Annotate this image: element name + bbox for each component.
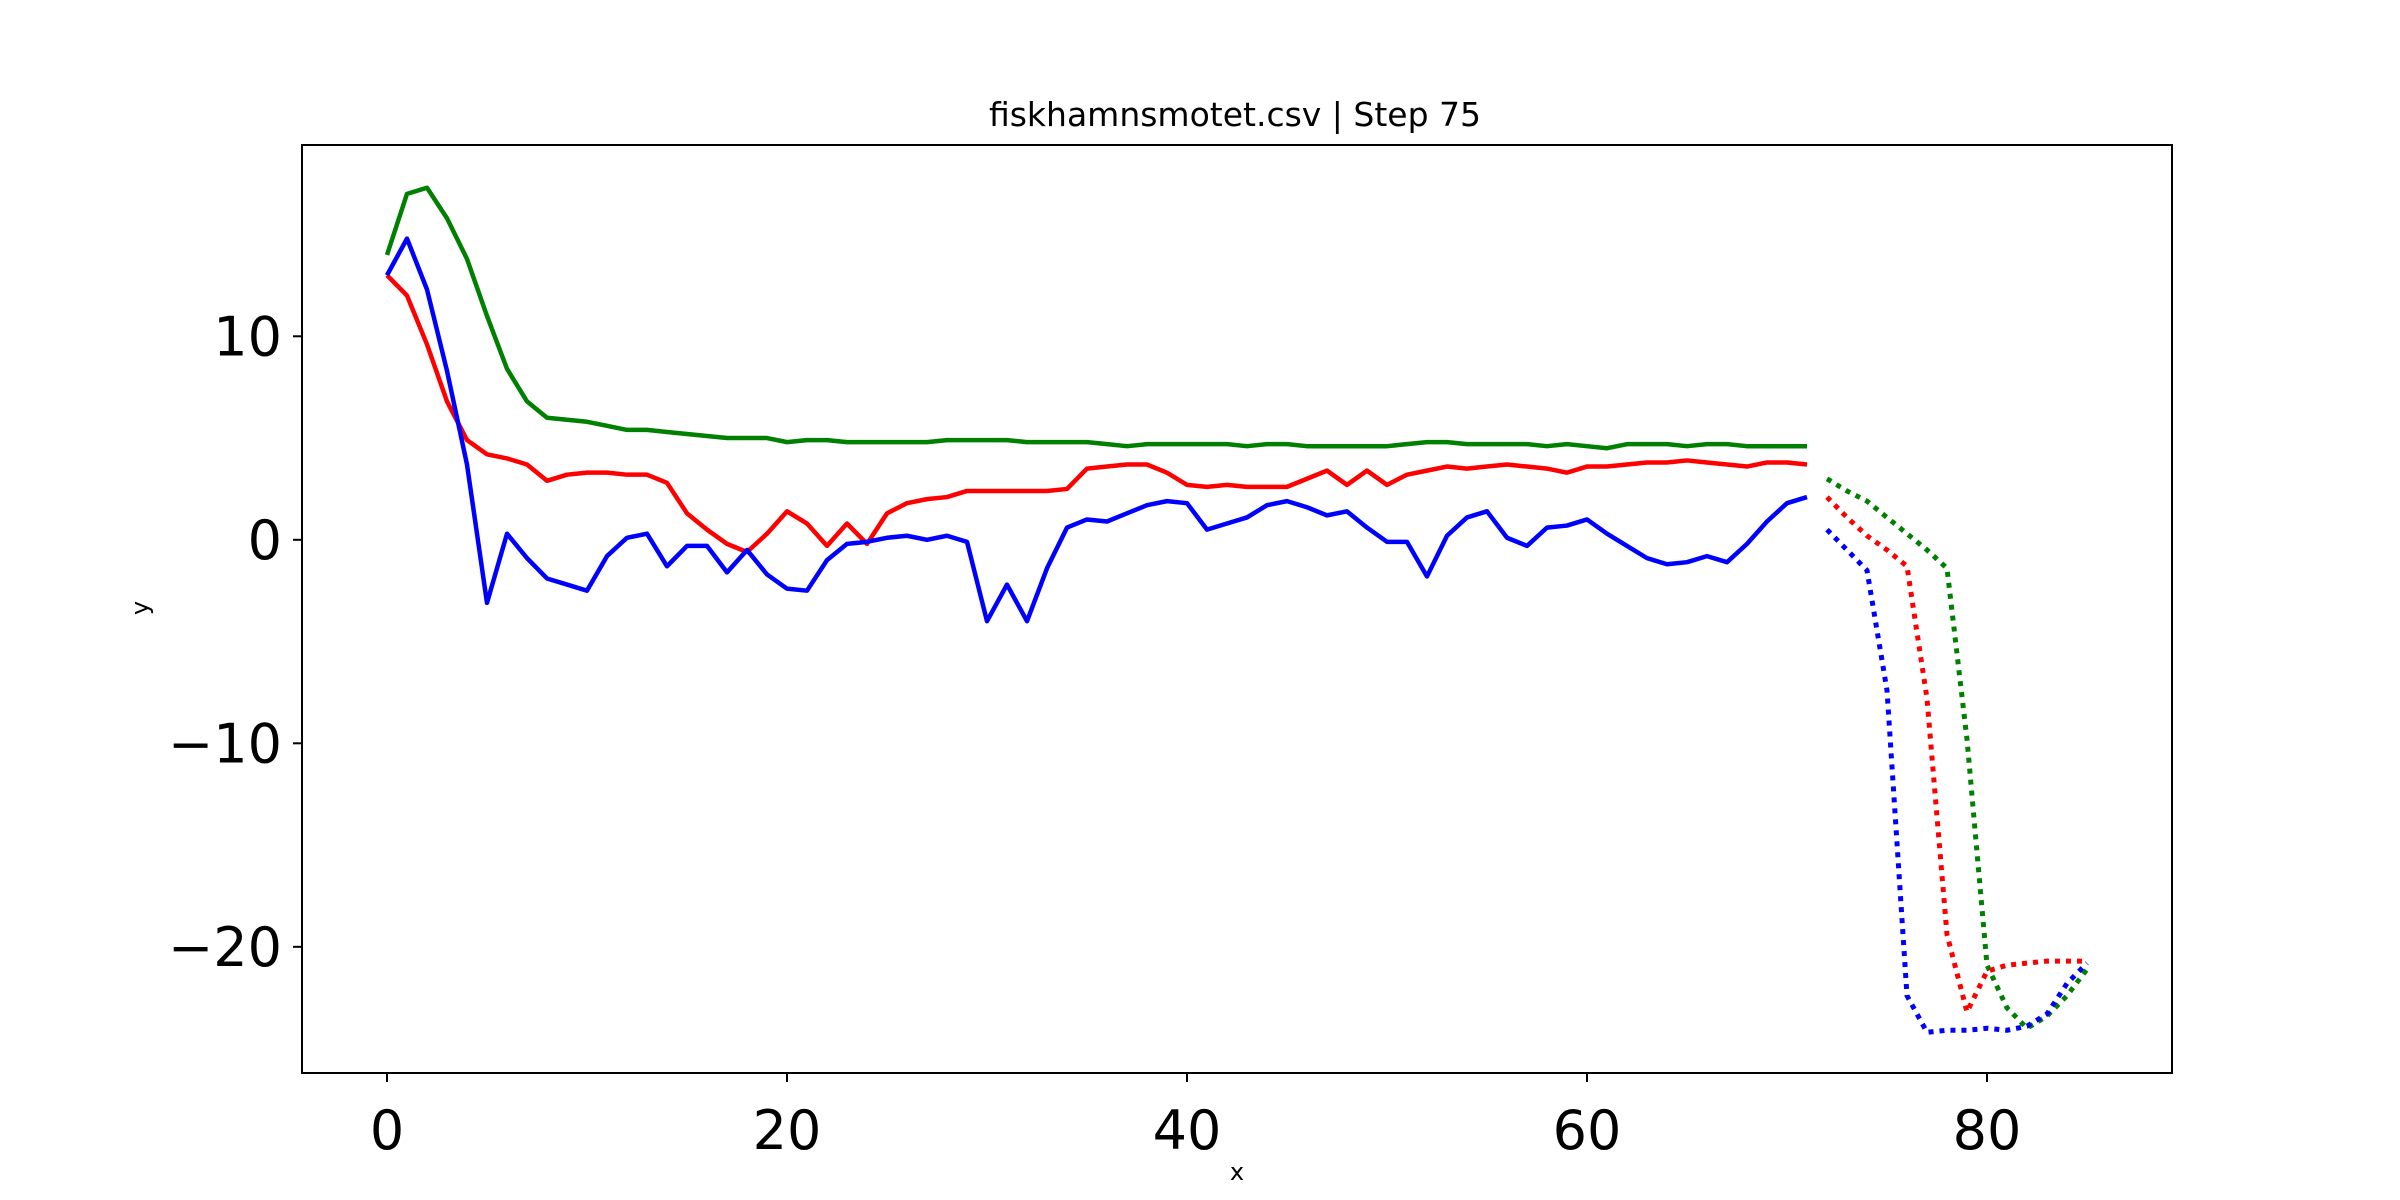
- series-layer: [384, 185, 2089, 1035]
- forecast-series-line-5: [1825, 527, 2089, 1035]
- y-tick-label: 0: [248, 509, 282, 572]
- x-tick-label: 0: [370, 1099, 404, 1162]
- y-axis-label: y: [126, 601, 154, 615]
- x-axis-label: x: [1230, 1158, 1244, 1186]
- x-tick-label: 40: [1153, 1099, 1222, 1162]
- series-line-0: [384, 185, 1807, 451]
- x-tick-label: 20: [753, 1099, 822, 1162]
- series-line-2: [385, 236, 1808, 624]
- y-axis: 10 0 −10 −20: [168, 305, 302, 979]
- x-axis: 0 20 40 60 80: [370, 1073, 2022, 1162]
- y-tick-label: 10: [213, 305, 282, 368]
- x-tick-label: 80: [1953, 1099, 2022, 1162]
- chart-title: fiskhamnsmotet.csv | Step 75: [989, 95, 1481, 134]
- forecast-series-line-4: [1825, 495, 2087, 1015]
- x-tick-label: 60: [1553, 1099, 1622, 1162]
- y-tick-label: −10: [168, 712, 282, 775]
- series-line-1: [385, 273, 1808, 555]
- plot-area-frame: [301, 144, 2173, 1074]
- y-tick-label: −20: [168, 916, 282, 979]
